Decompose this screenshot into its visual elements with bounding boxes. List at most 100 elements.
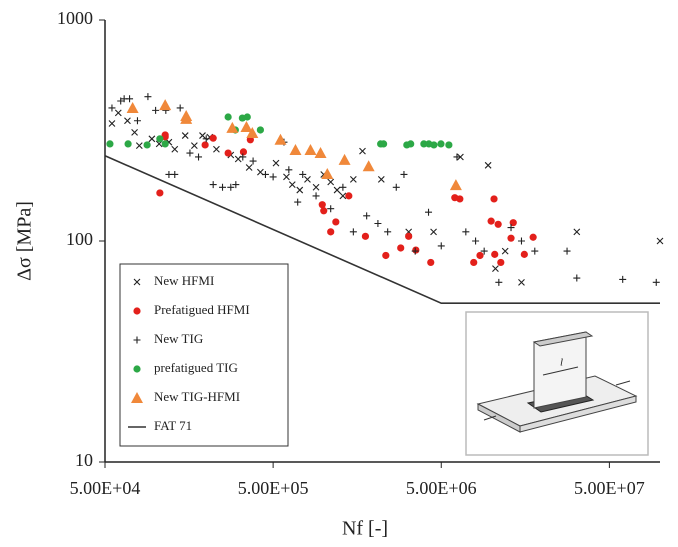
plot-area: 10 100 1000 5.00E+04 5.00E+05 5.00E+06 5.00E+0… <box>57 8 664 498</box>
point <box>148 135 156 143</box>
legend-label: New HFMI <box>154 273 214 288</box>
point <box>108 104 116 112</box>
point <box>363 212 371 220</box>
fat-line <box>104 155 660 305</box>
inset-label: l <box>560 357 563 369</box>
dimension-arrow <box>542 366 579 376</box>
point <box>226 121 239 133</box>
point <box>405 232 413 240</box>
point <box>412 246 420 254</box>
point <box>501 247 509 255</box>
point <box>327 178 335 186</box>
point <box>165 170 173 178</box>
point <box>296 186 304 194</box>
stiffener-top <box>532 331 594 347</box>
point <box>339 192 347 200</box>
point <box>430 141 438 149</box>
point <box>333 186 341 194</box>
point <box>411 247 419 255</box>
point <box>495 278 503 286</box>
legend-label: New TIG-HFMI <box>154 389 240 404</box>
point <box>518 278 525 286</box>
point <box>407 140 415 148</box>
legend-label: prefatigued TIG <box>154 360 238 375</box>
point <box>472 237 480 245</box>
point <box>345 192 353 200</box>
point <box>159 99 172 111</box>
point <box>209 134 217 142</box>
point <box>382 251 390 260</box>
point <box>361 232 370 240</box>
point <box>245 164 253 171</box>
point <box>133 117 141 125</box>
point <box>299 170 307 178</box>
point <box>114 109 122 117</box>
point <box>202 135 210 143</box>
point <box>161 131 169 139</box>
point <box>304 144 317 156</box>
point <box>213 145 220 153</box>
point <box>349 176 357 183</box>
point <box>256 126 264 134</box>
point <box>144 93 152 101</box>
point <box>269 173 277 181</box>
x-tick-label: 5.00E+07 <box>574 478 645 498</box>
point <box>445 141 453 149</box>
legend-label: FAT 71 <box>154 418 192 433</box>
point <box>289 144 302 156</box>
point <box>430 228 437 236</box>
point <box>190 142 198 150</box>
point <box>573 274 581 282</box>
point <box>131 129 138 136</box>
load-arrow <box>615 380 631 386</box>
legend-marker <box>133 307 141 315</box>
point <box>349 228 357 236</box>
point <box>484 161 492 169</box>
point <box>379 140 388 148</box>
point <box>239 153 247 161</box>
point <box>312 183 320 191</box>
point <box>400 170 408 178</box>
point <box>285 166 293 174</box>
point <box>176 104 184 112</box>
point <box>327 228 335 236</box>
point <box>377 176 385 183</box>
point <box>656 237 664 245</box>
x-axis-title: Nf [-] <box>342 518 388 540</box>
point <box>531 247 539 255</box>
legend-marker <box>133 336 141 344</box>
point <box>126 101 139 113</box>
legend-marker <box>133 278 141 286</box>
point <box>156 135 164 143</box>
point <box>425 208 433 216</box>
point <box>209 181 217 189</box>
point <box>332 218 340 226</box>
y-tick-label: 10 <box>75 450 93 470</box>
point <box>156 189 164 197</box>
inset-image: l <box>465 311 649 456</box>
point <box>195 153 203 161</box>
point <box>420 140 428 148</box>
point <box>261 170 269 178</box>
point <box>312 192 320 200</box>
point <box>232 181 240 189</box>
point <box>240 120 253 132</box>
point <box>161 140 169 148</box>
point <box>224 113 232 121</box>
legend-label: New TIG <box>154 331 203 346</box>
point <box>449 179 462 191</box>
plate-edge <box>519 395 637 433</box>
point <box>320 207 328 215</box>
point <box>427 258 435 267</box>
point <box>392 183 400 191</box>
point <box>143 141 151 149</box>
y-axis-title: Δσ [MPa] <box>14 201 36 281</box>
point <box>224 149 232 157</box>
point <box>180 112 193 124</box>
point <box>362 160 375 172</box>
point <box>437 140 445 148</box>
legend-box <box>119 263 289 447</box>
point <box>384 228 392 236</box>
point <box>181 132 189 139</box>
